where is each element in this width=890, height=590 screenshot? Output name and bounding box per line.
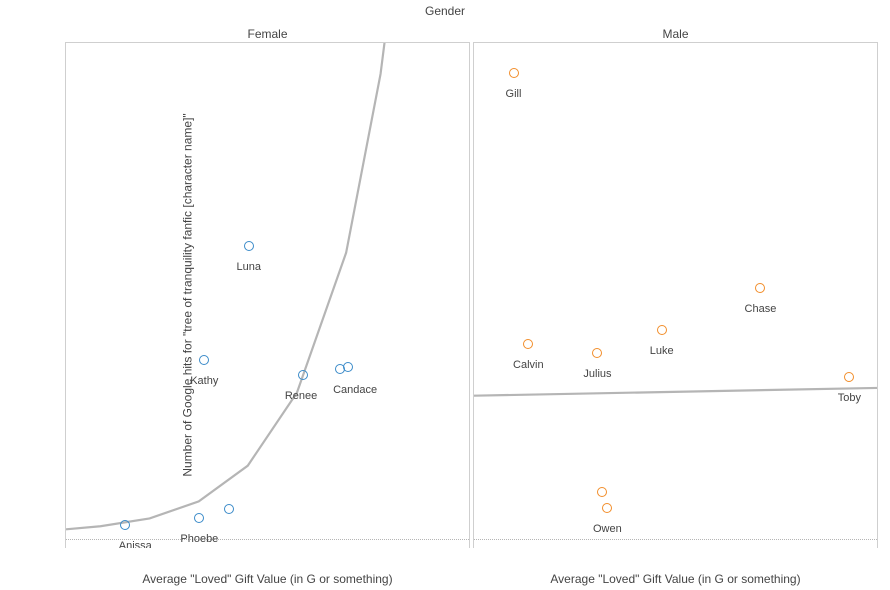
- data-point: [755, 283, 765, 293]
- data-point: [844, 372, 854, 382]
- data-point: [592, 348, 602, 358]
- panel-title-male: Male: [473, 27, 878, 41]
- plot-panel-male: 3004005006007008009001000GillCalvinJuliu…: [473, 42, 878, 548]
- data-point: [597, 487, 607, 497]
- trend-line-male: [474, 43, 877, 548]
- data-point-label: Julius: [583, 360, 611, 380]
- x-axis-title: Average "Loved" Gift Value (in G or some…: [473, 572, 878, 586]
- data-point: [194, 513, 204, 523]
- data-point: [120, 520, 130, 530]
- data-point: [343, 362, 353, 372]
- data-point-label: Calvin: [513, 351, 544, 371]
- data-point: [224, 504, 234, 514]
- data-point-label: Toby: [838, 384, 861, 404]
- data-point-label: Luke: [650, 337, 674, 357]
- data-point-label: Kathy: [190, 367, 218, 387]
- data-point-label: Anissa: [119, 532, 152, 548]
- data-point-label: Owen: [593, 515, 622, 535]
- data-point: [199, 355, 209, 365]
- trend-line-female: [66, 43, 469, 548]
- data-point-label: Gill: [506, 80, 522, 100]
- facet-super-title: Gender: [0, 4, 890, 18]
- panel-title-female: Female: [65, 27, 470, 41]
- data-point-label: Luna: [236, 253, 260, 273]
- data-point: [657, 325, 667, 335]
- data-point-label: Phoebe: [180, 525, 218, 545]
- data-point-label: Candace: [333, 376, 377, 396]
- data-point: [602, 503, 612, 513]
- data-point-label: Chase: [745, 295, 777, 315]
- data-point: [509, 68, 519, 78]
- plot-panel-female: 0K50K100K150K200K250K300K300400500600700…: [65, 42, 470, 548]
- data-point-label: Renee: [285, 382, 317, 402]
- x-axis-title: Average "Loved" Gift Value (in G or some…: [65, 572, 470, 586]
- data-point: [298, 370, 308, 380]
- data-point: [244, 241, 254, 251]
- scatter-facet-chart: Gender Number of Google hits for "tree o…: [0, 0, 890, 590]
- data-point: [523, 339, 533, 349]
